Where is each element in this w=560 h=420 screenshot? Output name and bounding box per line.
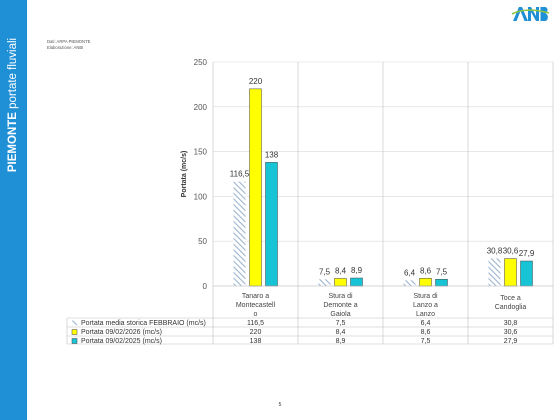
y-axis: 0 50 100 150 200 250 — [194, 58, 208, 291]
data-label: 27,9 — [519, 249, 535, 258]
page-number: 5 — [278, 402, 282, 408]
table-cell: 6,4 — [421, 320, 431, 327]
data-label: 7,5 — [436, 267, 448, 276]
table-cell: 30,6 — [504, 329, 518, 336]
data-label: 116,5 — [230, 170, 250, 179]
category-label: o — [254, 311, 258, 318]
bar — [265, 162, 278, 287]
data-label: 30,6 — [503, 247, 519, 256]
legend-key — [72, 320, 77, 326]
y-tick-label: 250 — [194, 58, 208, 67]
source-note: Dati: ARPA PIEMONTE Elaborazione: ANBI — [47, 39, 90, 50]
legend-key — [71, 338, 78, 344]
data-table: Tanaro a Montecastell o Stura di Demonte a Ga… — [66, 62, 554, 345]
bar — [249, 88, 262, 287]
category-label: Gaiola — [330, 311, 350, 318]
data-label: 138 — [265, 150, 279, 159]
table-cell: 27,9 — [504, 338, 518, 345]
category-label: Stura di — [413, 293, 438, 300]
category-label: Toce a — [500, 295, 521, 302]
bar — [504, 258, 517, 287]
legend-label: Portata 09/02/2025 (mc/s) — [81, 338, 162, 345]
data-label: 8,6 — [420, 266, 432, 275]
bar — [334, 278, 347, 287]
bar — [488, 258, 501, 286]
source-line: Dati: ARPA PIEMONTE — [47, 39, 91, 44]
table-cell: 116,5 — [247, 320, 264, 327]
bar — [350, 277, 363, 287]
bar — [435, 279, 448, 287]
y-tick-label: 100 — [194, 192, 208, 201]
category-label: Lanzo — [416, 311, 435, 318]
table-cell: 138 — [250, 338, 262, 345]
category-label: Lanzo a — [413, 302, 438, 309]
y-tick-label: 150 — [194, 148, 208, 157]
category-label: Candoglia — [495, 304, 527, 311]
y-axis-label: Portata (mc/s) — [181, 151, 188, 198]
sidebar: PIEMONTE portate fluviali — [0, 0, 27, 420]
bars — [233, 88, 533, 287]
bar — [403, 280, 416, 286]
category-label: Demonte a — [323, 302, 357, 309]
bar — [419, 278, 432, 287]
anbi-logo — [511, 7, 550, 21]
data-label: 220 — [249, 77, 263, 86]
table-cell: 7,5 — [421, 338, 431, 345]
table-cell: 8,6 — [421, 329, 431, 336]
table-cell: 8,9 — [336, 338, 346, 345]
data-label: 8,4 — [335, 266, 347, 275]
data-label: 8,9 — [351, 266, 363, 275]
data-label: 6,4 — [404, 268, 416, 277]
table-cell: 30,8 — [504, 320, 518, 327]
data-label: 30,8 — [487, 246, 503, 255]
category-label: Tanaro a — [242, 293, 269, 300]
bar — [318, 279, 331, 286]
bar — [233, 181, 246, 286]
y-tick-label: 200 — [194, 103, 208, 112]
legend-label: Portata media storica FEBBRAIO (mc/s) — [81, 320, 206, 327]
data-label: 7,5 — [319, 267, 331, 276]
category-label: Stura di — [328, 293, 353, 300]
data-labels: 116,5 220 138 7,5 8,4 8,9 6,4 8,6 7,5 30,8 30,6 27,… — [230, 77, 535, 277]
legend-label: Portata 09/02/2026 (mc/s) — [81, 329, 162, 336]
table-cell: 7,5 — [336, 320, 346, 327]
table-cell: 8,4 — [336, 329, 346, 336]
category-label: Montecastell — [236, 302, 276, 309]
table-cell: 220 — [250, 329, 262, 336]
y-tick-label: 50 — [198, 237, 207, 246]
y-tick-label: 0 — [203, 282, 208, 291]
elaboration-line: Elaborazione: ANBI — [47, 44, 84, 50]
bar — [520, 260, 533, 287]
legend-key — [71, 329, 78, 335]
